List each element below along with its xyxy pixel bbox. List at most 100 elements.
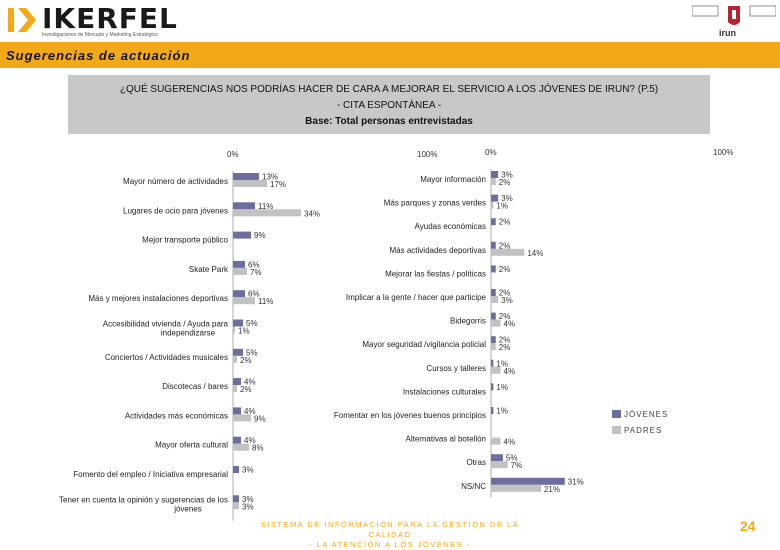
right-row-label: NS/NC [461,482,486,491]
left-value-jovenes: 5% [246,319,258,328]
left-row-label: Skate Park [189,265,229,274]
page-number: 24 [740,518,756,534]
right-bar-padres [491,319,501,327]
left-value-jovenes: 4% [244,407,256,416]
left-row-label: Mejor transporte público [142,236,228,245]
left-value-jovenes: 5% [246,348,258,357]
left-row-label: Lugares de ocio para jóvenes [123,206,228,215]
left-value-padres: 8% [252,444,264,453]
left-bar-jovenes [233,378,241,386]
left-value-jovenes: 3% [242,495,254,504]
left-value-jovenes: 11% [258,202,273,211]
left-value-jovenes: 4% [244,436,256,445]
right-value-padres: 3% [501,296,513,305]
section-band [0,42,780,68]
left-bar-jovenes [233,231,251,239]
left-value-padres: 2% [240,385,252,394]
left-row-label: Discotecas / bares [162,382,228,391]
left-bar-padres [233,326,235,334]
right-value-jovenes: 31% [568,477,584,486]
right-value-padres: 2% [499,343,511,352]
left-bar-padres [233,180,267,187]
question-box [68,75,710,134]
left-value-jovenes: 13% [262,173,278,182]
left-value-padres: 34% [304,209,320,218]
right-bar-jovenes [491,383,494,391]
right-bar-jovenes [491,289,496,296]
left-bar-padres [233,414,251,422]
right-row-label: Ayudas económicas [415,222,486,231]
right-bar-jovenes [491,407,494,414]
right-row-label: Alternativas al botellón [406,435,487,444]
left-value-jovenes: 9% [254,231,266,240]
right-axis-start-label: 0% [485,148,497,157]
left-bar-padres [233,355,237,363]
left-row-label: Accesibilidad vivienda / Ayuda para [103,320,229,329]
right-value-padres: 7% [511,461,523,470]
left-bar-jovenes [233,348,243,356]
right-bar-padres [491,201,494,209]
right-bar-jovenes [491,336,496,344]
right-bar-jovenes [491,194,499,202]
brand-tagline: Investigaciones de Mercado y Marketing E… [42,32,158,38]
right-bar-padres [491,484,541,492]
left-bar-padres [233,385,237,393]
right-row-label: Más parques y zonas verdes [384,199,486,208]
irun-crest-logo: irun [691,2,777,42]
left-row-label: Más y mejores instalaciones deportivas [88,294,228,303]
footer-line-1: SISTEMA DE INFORMACIÓN PARA LA GESTIÓN D… [260,520,520,539]
right-row-label: Más actividades deportivas [390,246,487,255]
legend-label-padres: PADRES [624,426,662,435]
right-value-jovenes: 3% [501,194,513,203]
left-bar-jovenes [233,290,245,298]
left-row-label: Actividades más económicas [125,411,228,420]
right-bar-padres [491,461,508,469]
left-bar-jovenes [233,495,239,503]
right-bar-jovenes [491,171,499,178]
left-value-padres: 7% [250,268,262,277]
question-base: Base: Total personas entrevistadas [305,116,473,127]
right-row-label: Mejorar las fiestas / políticas [385,269,486,278]
left-bar-padres [233,267,247,275]
footer-line-2: - LA ATENCIÓN A LOS JÓVENES - [309,540,471,549]
left-value-jovenes: 3% [242,466,254,475]
left-row-label: Fomento del empleo / Iniciativa empresar… [73,470,228,479]
left-value-padres: 9% [254,414,266,423]
crest-icon [691,5,777,25]
left-value-padres: 1% [238,327,250,336]
question-subtitle: - CITA ESPONTÁNEA - [336,100,442,111]
right-bar-padres [491,366,501,374]
left-value-padres: 3% [242,502,254,511]
right-row-label: Otras [466,458,486,467]
left-value-padres: 17% [270,180,286,189]
right-bar-padres [491,437,501,445]
right-bar-padres [491,343,496,351]
left-value-jovenes: 6% [248,260,260,269]
brand-name: IKERFEL [42,2,178,35]
right-value-padres: 1% [496,202,508,211]
right-bar-jovenes [491,218,496,226]
left-axis-start-label: 0% [227,150,239,159]
left-value-jovenes: 4% [244,378,256,387]
left-row-label: Tener en cuenta la opinión y sugerencias… [59,495,228,504]
right-bar-padres [491,248,525,256]
legend-swatch-padres [612,426,621,434]
right-value-jovenes: 3% [501,171,513,180]
right-value-jovenes: 2% [499,241,511,250]
right-row-label: Cursos y talleres [426,364,486,373]
right-value-padres: 2% [499,178,511,187]
right-bar-jovenes [491,312,496,320]
right-value-jovenes: 2% [499,218,511,227]
right-value-padres: 14% [527,249,543,258]
left-bar-jovenes [233,202,255,210]
left-value-padres: 2% [240,356,252,365]
right-value-jovenes: 1% [496,407,508,416]
right-bar-jovenes [491,265,496,273]
right-row-label: Mayor información [420,175,486,184]
left-row-label-cont: independizarse [161,329,216,338]
right-value-jovenes: 2% [499,265,511,274]
right-value-jovenes: 1% [496,383,508,392]
right-value-padres: 4% [504,438,516,447]
left-bar-padres [233,297,255,305]
